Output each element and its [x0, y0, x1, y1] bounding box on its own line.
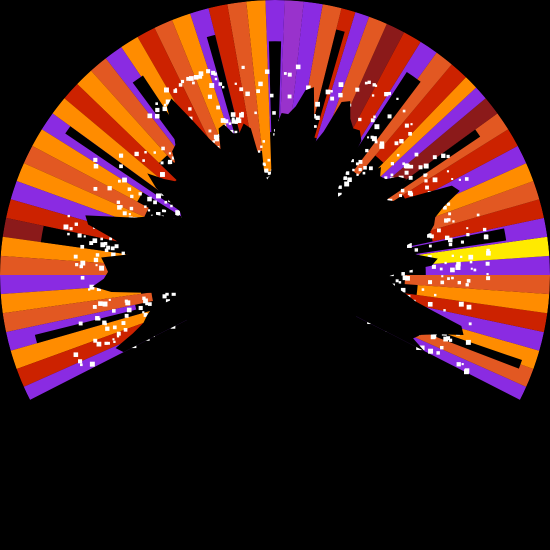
- sunburst-chart: [0, 0, 550, 550]
